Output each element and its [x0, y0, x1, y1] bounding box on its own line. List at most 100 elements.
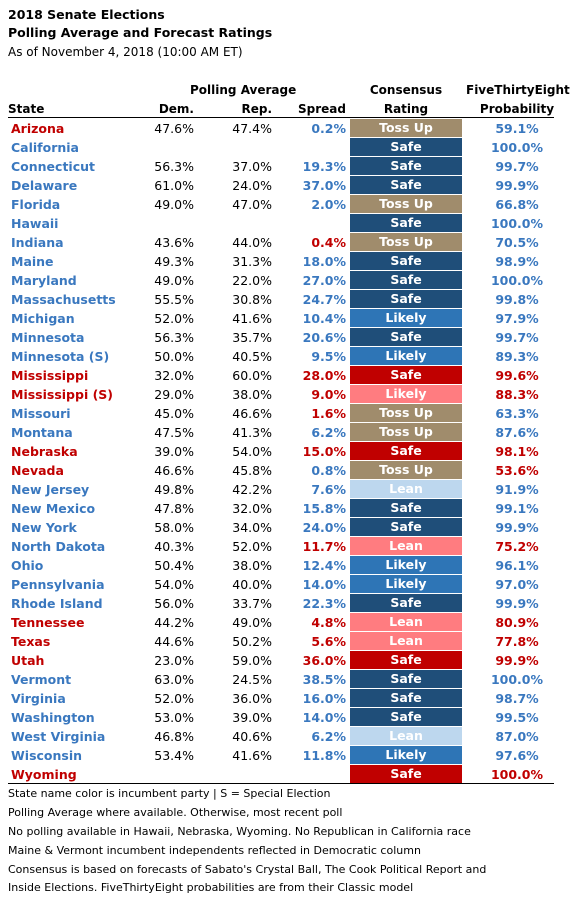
table-row: Virginia 52.0% 36.0% 16.0% Safe 98.7%	[0, 689, 582, 708]
rating-badge: Safe	[350, 708, 462, 726]
rating-badge: Likely	[350, 309, 462, 327]
spread-value: 24.7%	[302, 292, 346, 307]
footer-divider	[8, 783, 554, 784]
rep-value: 38.0%	[232, 558, 272, 573]
probability-value: 99.5%	[495, 710, 539, 725]
rep-value: 40.0%	[232, 577, 272, 592]
state-name: New York	[11, 520, 77, 535]
table-row: Nevada 46.6% 45.8% 0.8% Toss Up 53.6%	[0, 461, 582, 480]
state-name: Washington	[11, 710, 95, 725]
probability-value: 59.1%	[495, 121, 539, 136]
dem-value: 46.8%	[154, 729, 194, 744]
table-row: North Dakota 40.3% 52.0% 11.7% Lean 75.2%	[0, 537, 582, 556]
probability-value: 100.0%	[490, 216, 544, 231]
table-row: California Safe 100.0%	[0, 138, 582, 157]
probability-value: 87.6%	[495, 425, 539, 440]
rating-badge: Safe	[350, 689, 462, 707]
dem-value: 56.0%	[154, 596, 194, 611]
probability-value: 98.1%	[495, 444, 539, 459]
table-row: Minnesota (S) 50.0% 40.5% 9.5% Likely 89.3%	[0, 347, 582, 366]
spread-value: 22.3%	[302, 596, 346, 611]
rep-value: 32.0%	[232, 501, 272, 516]
probability-value: 66.8%	[495, 197, 539, 212]
rep-value: 35.7%	[232, 330, 272, 345]
dem-header: Dem.	[158, 102, 194, 116]
state-name: Minnesota	[11, 330, 85, 345]
state-name: North Dakota	[11, 539, 106, 554]
state-name: Connecticut	[11, 159, 95, 174]
spread-value: 28.0%	[302, 368, 346, 383]
probability-value: 99.9%	[495, 520, 539, 535]
state-name: Massachusetts	[11, 292, 116, 307]
state-name: Virginia	[11, 691, 66, 706]
rating-badge: Safe	[350, 214, 462, 232]
fivethirtyeight-header: FiveThirtyEight	[466, 83, 570, 97]
probability-value: 99.9%	[495, 596, 539, 611]
rep-value: 40.5%	[232, 349, 272, 364]
rep-value: 38.0%	[232, 387, 272, 402]
rep-header: Rep.	[241, 102, 272, 116]
rating-badge: Safe	[350, 176, 462, 194]
spread-value: 36.0%	[302, 653, 346, 668]
rating-badge: Safe	[350, 765, 462, 783]
state-name: New Mexico	[11, 501, 96, 516]
spread-value: 24.0%	[302, 520, 346, 535]
spread-value: 38.5%	[302, 672, 346, 687]
dem-value: 45.0%	[154, 406, 194, 421]
state-name: Indiana	[11, 235, 64, 250]
probability-value: 100.0%	[490, 672, 544, 687]
spread-value: 16.0%	[302, 691, 346, 706]
rating-badge: Safe	[350, 271, 462, 289]
state-name: Texas	[11, 634, 51, 649]
state-name: Maine	[11, 254, 54, 269]
rep-value: 45.8%	[232, 463, 272, 478]
probability-value: 99.6%	[495, 368, 539, 383]
state-name: Delaware	[11, 178, 78, 193]
table-row: Arizona 47.6% 47.4% 0.2% Toss Up 59.1%	[0, 119, 582, 138]
rep-value: 49.0%	[232, 615, 272, 630]
spread-value: 6.2%	[311, 425, 346, 440]
chart-title: 2018 Senate Elections	[8, 7, 165, 22]
dem-value: 43.6%	[154, 235, 194, 250]
dem-value: 53.0%	[154, 710, 194, 725]
probability-value: 88.3%	[495, 387, 539, 402]
table-row: Washington 53.0% 39.0% 14.0% Safe 99.5%	[0, 708, 582, 727]
rep-value: 60.0%	[232, 368, 272, 383]
note-line: Maine & Vermont incumbent independents r…	[8, 844, 421, 857]
dem-value: 61.0%	[154, 178, 194, 193]
chart-subtitle: Polling Average and Forecast Ratings	[8, 25, 273, 40]
dem-value: 49.8%	[154, 482, 194, 497]
table-row: Pennsylvania 54.0% 40.0% 14.0% Likely 97.0%	[0, 575, 582, 594]
probability-value: 53.6%	[495, 463, 539, 478]
note-line: Polling Average where available. Otherwi…	[8, 806, 343, 819]
spread-value: 11.7%	[302, 539, 346, 554]
rep-value: 54.0%	[232, 444, 272, 459]
note-line: State name color is incumbent party | S …	[8, 787, 331, 800]
rep-value: 31.3%	[232, 254, 272, 269]
rating-badge: Safe	[350, 157, 462, 175]
rating-badge: Toss Up	[350, 119, 462, 137]
rep-value: 24.5%	[232, 672, 272, 687]
table-row: Indiana 43.6% 44.0% 0.4% Toss Up 70.5%	[0, 233, 582, 252]
probability-value: 100.0%	[490, 767, 544, 782]
probability-value: 77.8%	[495, 634, 539, 649]
dem-value: 32.0%	[154, 368, 194, 383]
state-name: Nebraska	[11, 444, 78, 459]
rep-value: 22.0%	[232, 273, 272, 288]
spread-value: 19.3%	[302, 159, 346, 174]
dem-value: 49.0%	[154, 197, 194, 212]
rating-badge: Toss Up	[350, 423, 462, 441]
state-name: California	[11, 140, 79, 155]
table-row: Tennessee 44.2% 49.0% 4.8% Lean 80.9%	[0, 613, 582, 632]
rating-badge: Safe	[350, 518, 462, 536]
state-name: Michigan	[11, 311, 75, 326]
table-row: Connecticut 56.3% 37.0% 19.3% Safe 99.7%	[0, 157, 582, 176]
table-row: Nebraska 39.0% 54.0% 15.0% Safe 98.1%	[0, 442, 582, 461]
rep-value: 30.8%	[232, 292, 272, 307]
header-divider	[8, 117, 554, 118]
table-row: Hawaii Safe 100.0%	[0, 214, 582, 233]
dem-value: 58.0%	[154, 520, 194, 535]
dem-value: 23.0%	[154, 653, 194, 668]
probability-header: Probability	[479, 102, 555, 116]
dem-value: 56.3%	[154, 159, 194, 174]
